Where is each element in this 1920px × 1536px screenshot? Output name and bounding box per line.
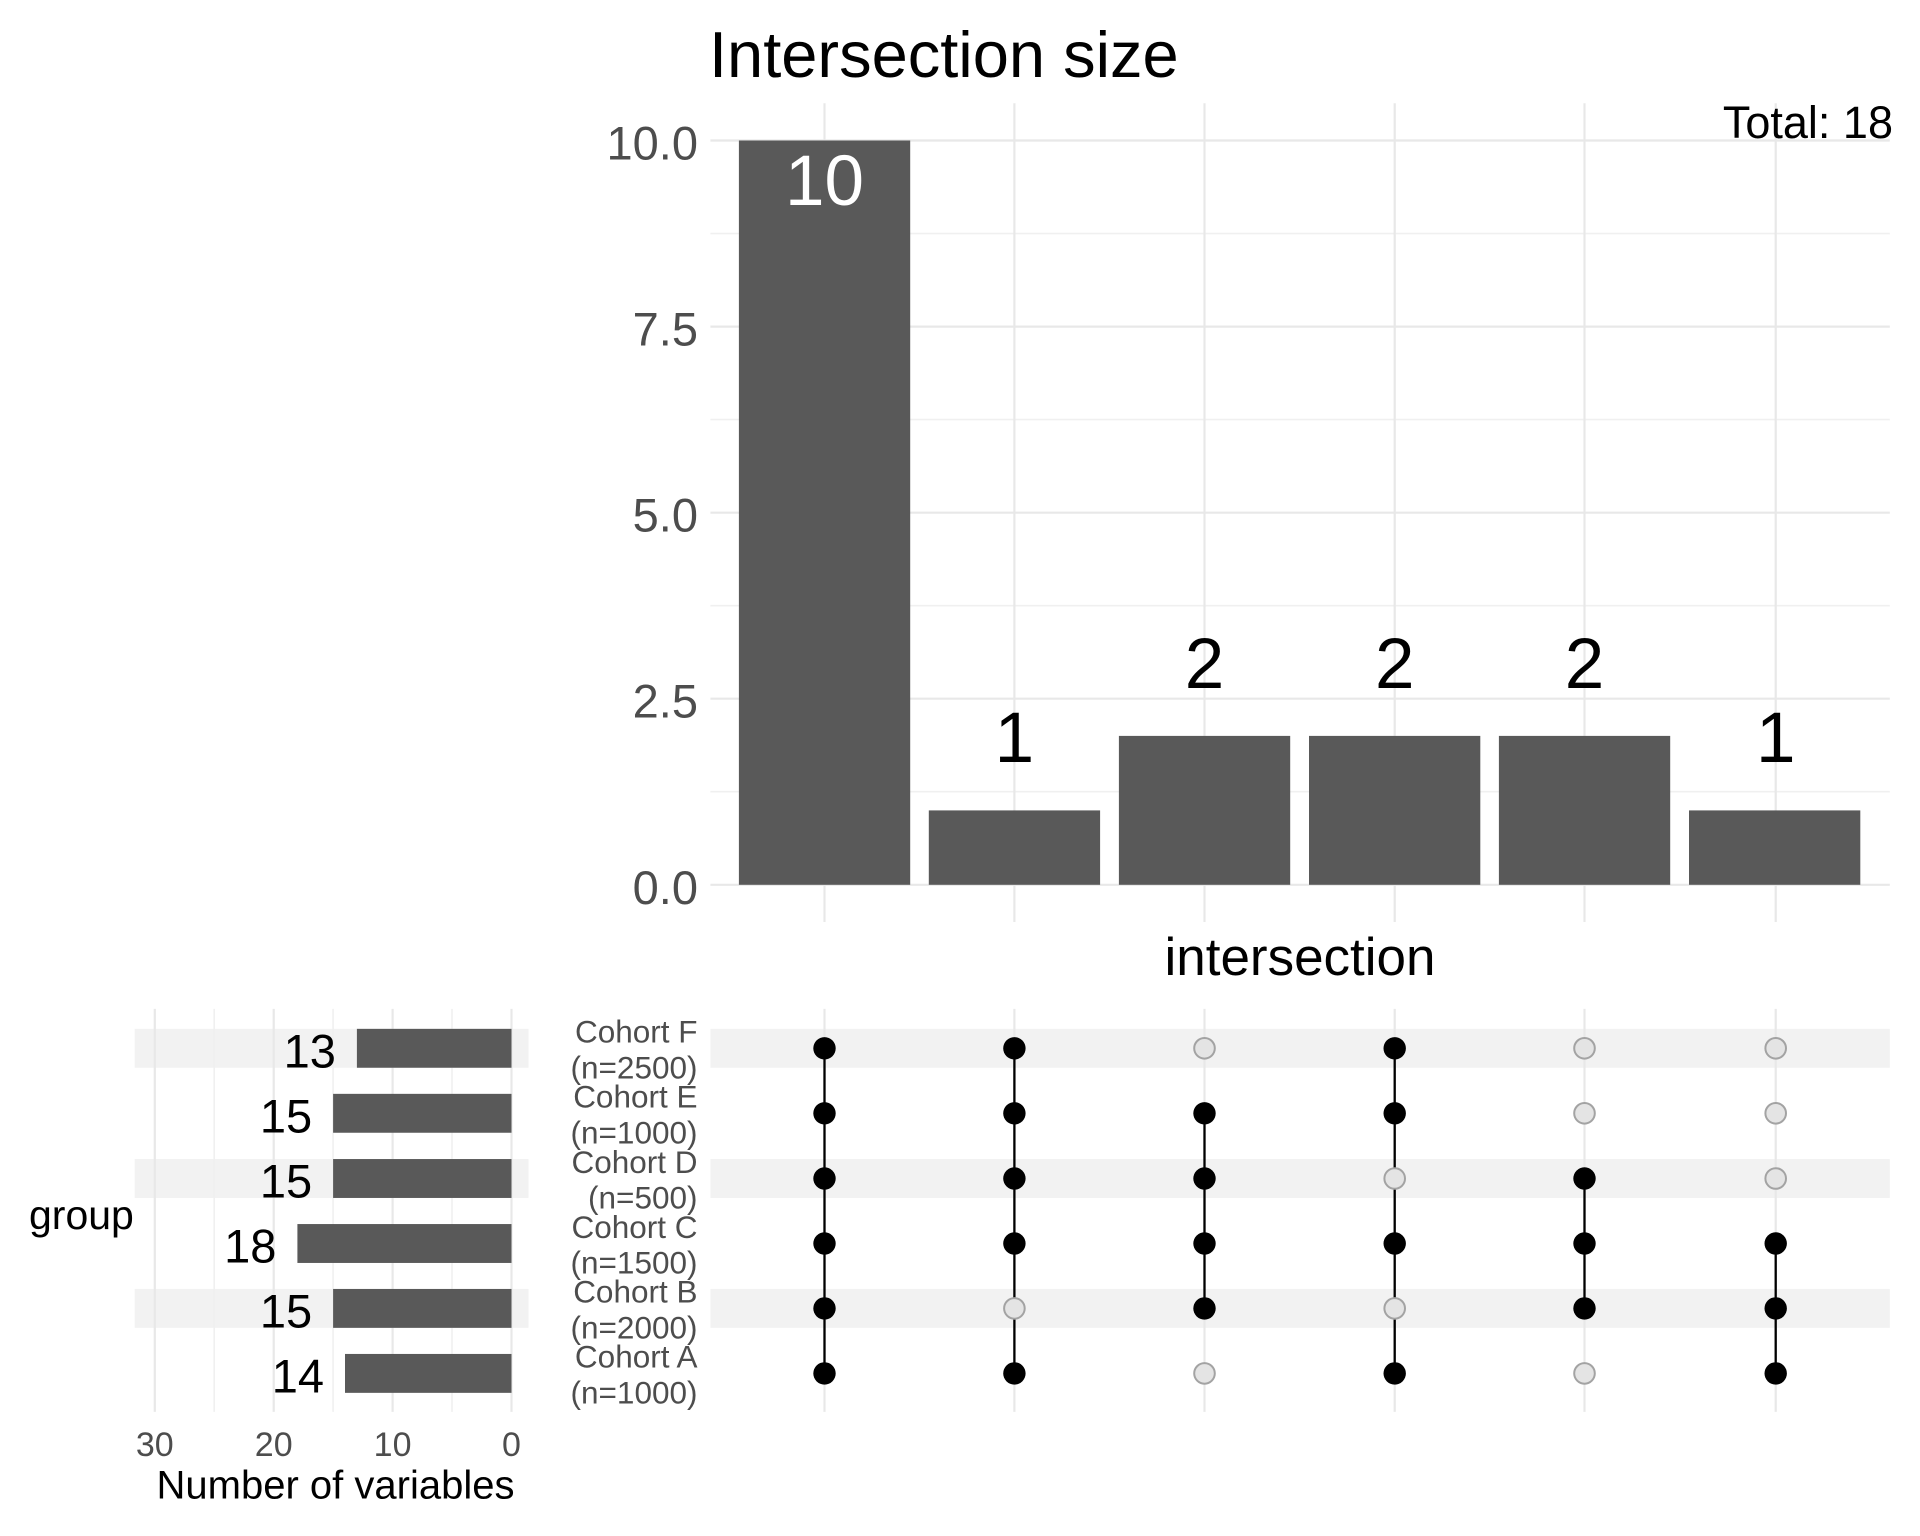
svg-text:Total: 18: Total: 18 xyxy=(1723,97,1893,148)
svg-text:Cohort E: Cohort E xyxy=(573,1079,697,1115)
svg-text:2: 2 xyxy=(1185,625,1225,704)
svg-text:18: 18 xyxy=(224,1220,276,1273)
svg-text:20: 20 xyxy=(255,1426,293,1464)
svg-text:Cohort C: Cohort C xyxy=(571,1209,697,1245)
svg-text:(n=1000): (n=1000) xyxy=(571,1374,698,1410)
svg-text:intersection: intersection xyxy=(1164,928,1435,987)
svg-text:Cohort B: Cohort B xyxy=(573,1274,697,1310)
svg-text:15: 15 xyxy=(260,1284,312,1337)
svg-text:2: 2 xyxy=(1565,625,1605,704)
svg-text:0: 0 xyxy=(502,1426,521,1464)
svg-text:14: 14 xyxy=(272,1349,324,1402)
svg-text:1: 1 xyxy=(1756,699,1796,778)
svg-text:(n=1500): (n=1500) xyxy=(571,1245,698,1281)
svg-text:(n=500): (n=500) xyxy=(588,1180,697,1216)
svg-text:2.5: 2.5 xyxy=(633,675,698,728)
svg-text:2: 2 xyxy=(1375,625,1415,704)
svg-text:30: 30 xyxy=(136,1426,174,1464)
svg-text:Cohort D: Cohort D xyxy=(571,1144,697,1180)
svg-text:Intersection size: Intersection size xyxy=(709,18,1179,91)
svg-text:15: 15 xyxy=(260,1089,312,1142)
svg-text:Number of variables: Number of variables xyxy=(157,1463,515,1507)
svg-text:(n=2500): (n=2500) xyxy=(571,1049,698,1085)
svg-text:Cohort F: Cohort F xyxy=(575,1014,698,1050)
svg-text:1: 1 xyxy=(995,699,1035,778)
svg-text:10.0: 10.0 xyxy=(607,117,698,170)
svg-text:15: 15 xyxy=(260,1155,312,1208)
svg-text:group: group xyxy=(29,1192,134,1238)
svg-text:(n=1000): (n=1000) xyxy=(571,1114,698,1150)
svg-text:0.0: 0.0 xyxy=(633,861,698,914)
svg-text:10: 10 xyxy=(374,1426,412,1464)
svg-text:Cohort A: Cohort A xyxy=(575,1339,698,1375)
svg-text:5.0: 5.0 xyxy=(633,489,698,542)
svg-text:7.5: 7.5 xyxy=(633,303,698,356)
svg-text:10: 10 xyxy=(785,142,864,221)
svg-text:13: 13 xyxy=(284,1024,336,1077)
svg-text:(n=2000): (n=2000) xyxy=(571,1309,698,1345)
